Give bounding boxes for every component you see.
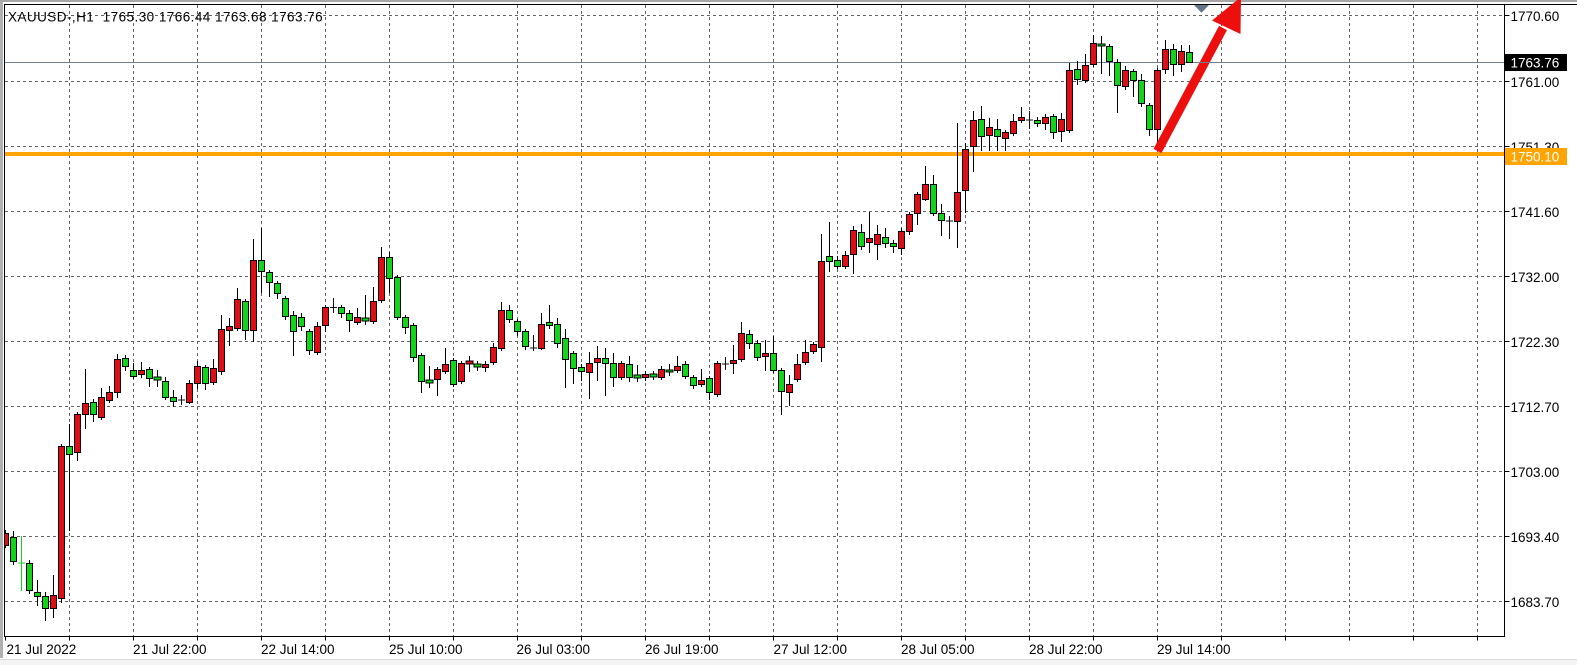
svg-text:21 Jul 2022: 21 Jul 2022 bbox=[7, 642, 77, 657]
svg-text:27 Jul 12:00: 27 Jul 12:00 bbox=[774, 642, 848, 657]
svg-text:1693.40: 1693.40 bbox=[1511, 530, 1560, 545]
svg-text:28 Jul 05:00: 28 Jul 05:00 bbox=[901, 642, 975, 657]
svg-text:26 Jul 19:00: 26 Jul 19:00 bbox=[645, 642, 719, 657]
svg-text:1741.60: 1741.60 bbox=[1511, 205, 1560, 220]
svg-text:1703.00: 1703.00 bbox=[1511, 465, 1560, 480]
svg-text:XAUUSD-,H1 1765.30 1766.44 17: XAUUSD-,H1 1765.30 1766.44 1763.68 1763.… bbox=[8, 10, 323, 25]
svg-text:28 Jul 22:00: 28 Jul 22:00 bbox=[1029, 642, 1103, 657]
svg-text:22 Jul 14:00: 22 Jul 14:00 bbox=[261, 642, 335, 657]
svg-text:1732.00: 1732.00 bbox=[1511, 270, 1560, 285]
svg-text:1712.70: 1712.70 bbox=[1511, 400, 1560, 415]
svg-text:26 Jul 03:00: 26 Jul 03:00 bbox=[517, 642, 591, 657]
svg-text:1763.76: 1763.76 bbox=[1511, 56, 1560, 71]
svg-text:21 Jul 22:00: 21 Jul 22:00 bbox=[133, 642, 207, 657]
svg-text:1722.30: 1722.30 bbox=[1511, 335, 1560, 350]
svg-text:29 Jul 14:00: 29 Jul 14:00 bbox=[1157, 642, 1231, 657]
svg-text:1750.10: 1750.10 bbox=[1511, 150, 1560, 165]
svg-text:25 Jul 10:00: 25 Jul 10:00 bbox=[389, 642, 463, 657]
svg-text:1761.00: 1761.00 bbox=[1511, 75, 1560, 90]
svg-text:1770.60: 1770.60 bbox=[1511, 9, 1560, 24]
svg-text:1683.70: 1683.70 bbox=[1511, 595, 1560, 610]
